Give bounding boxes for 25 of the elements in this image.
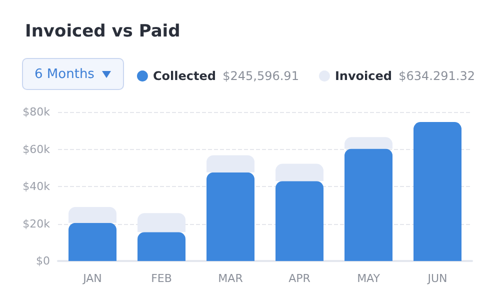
x-tick-label: FEB (151, 272, 172, 285)
legend-label: Invoiced (334, 69, 392, 83)
x-tick-label: JAN (82, 272, 102, 285)
bar (68, 222, 116, 261)
bar (414, 122, 462, 261)
bar (276, 164, 324, 182)
y-tick-label: $80k (22, 106, 51, 118)
y-tick-label: $20k (22, 217, 51, 230)
bar (344, 148, 392, 261)
y-tick-label: $0 (36, 254, 50, 268)
bar (276, 181, 324, 261)
x-tick-label: MAR (218, 272, 244, 285)
x-tick-label: JUN (426, 272, 448, 285)
dropdown: 6 Months (22, 58, 124, 90)
y-tick-label: $40k (22, 180, 51, 193)
x-tick-label: APR (288, 272, 311, 285)
bar (206, 172, 254, 261)
chart-title: Invoiced vs Paid (25, 22, 180, 42)
bar (138, 232, 186, 261)
y-tick-label: $60k (22, 142, 51, 156)
text: $634.291.32 (398, 69, 475, 83)
legend-label: Collected (152, 69, 216, 83)
x-tick-label: MAY (357, 272, 380, 285)
bar (206, 155, 254, 172)
text: $245,596.91 (222, 69, 299, 83)
